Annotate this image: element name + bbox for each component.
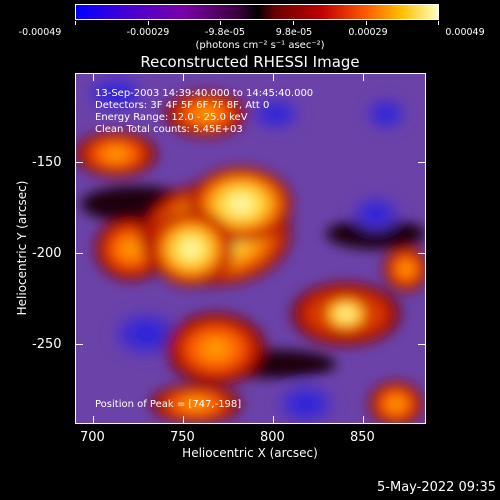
- y-tick: [418, 253, 426, 254]
- x-tick: [183, 416, 184, 424]
- colorbar-label: -0.00049: [18, 27, 62, 38]
- colorbar-tick: [75, 21, 76, 25]
- x-tick: [273, 416, 274, 424]
- info-time-range: 13-Sep-2003 14:39:40.000 to 14:45:40.000: [95, 88, 314, 99]
- y-tick: [418, 162, 426, 163]
- image-canvas: [76, 74, 425, 423]
- peak-position: Position of Peak = [747,-198]: [95, 399, 242, 410]
- y-tick: [418, 344, 426, 345]
- x-tick: [273, 73, 274, 81]
- y-tick-label: -200: [32, 246, 62, 261]
- y-tick-label: -150: [32, 155, 62, 170]
- x-tick: [363, 416, 364, 424]
- x-tick: [183, 73, 184, 81]
- colorbar-tick: [366, 21, 367, 25]
- colorbar-tick: [293, 21, 294, 25]
- colorbar-label: 9.8e-05: [275, 27, 313, 38]
- rhessi-image: 13-Sep-2003 14:39:40.000 to 14:45:40.000…: [75, 73, 426, 424]
- colorbar-label: 0.00049: [445, 27, 485, 38]
- y-tick-label: -250: [32, 337, 62, 352]
- colorbar-label: -0.00029: [126, 27, 170, 38]
- y-tick: [75, 253, 83, 254]
- colorbar-tick: [220, 21, 221, 25]
- colorbar-label: 0.00029: [348, 27, 388, 38]
- colorbar: [75, 4, 439, 20]
- image-emission: [76, 74, 425, 423]
- plot-title: Reconstructed RHESSI Image: [140, 53, 360, 71]
- y-tick: [75, 344, 83, 345]
- footer-timestamp: 5-May-2022 09:35: [377, 480, 496, 495]
- x-tick-label: 700: [80, 430, 105, 445]
- info-energy-range: Energy Range: 12.0 - 25.0 keV: [95, 112, 248, 123]
- info-detectors: Detectors: 3F 4F 5F 6F 7F 8F, Att 0: [95, 100, 270, 111]
- colorbar-tick: [438, 21, 439, 25]
- x-tick: [93, 416, 94, 424]
- x-tick-label: 750: [170, 430, 195, 445]
- x-tick: [363, 73, 364, 81]
- x-tick-label: 800: [260, 430, 285, 445]
- info-total-counts: Clean Total counts: 5.45E+03: [95, 124, 243, 135]
- colorbar-tick: [148, 21, 149, 25]
- colorbar-units: (photons cm⁻² s⁻¹ asec⁻²): [195, 40, 325, 51]
- colorbar-label: -9.8e-05: [205, 27, 245, 38]
- x-tick-label: 850: [350, 430, 375, 445]
- y-axis-label: Heliocentric Y (arcsec): [15, 180, 29, 316]
- x-axis-label: Heliocentric X (arcsec): [182, 446, 318, 460]
- x-tick: [93, 73, 94, 81]
- y-tick: [75, 162, 83, 163]
